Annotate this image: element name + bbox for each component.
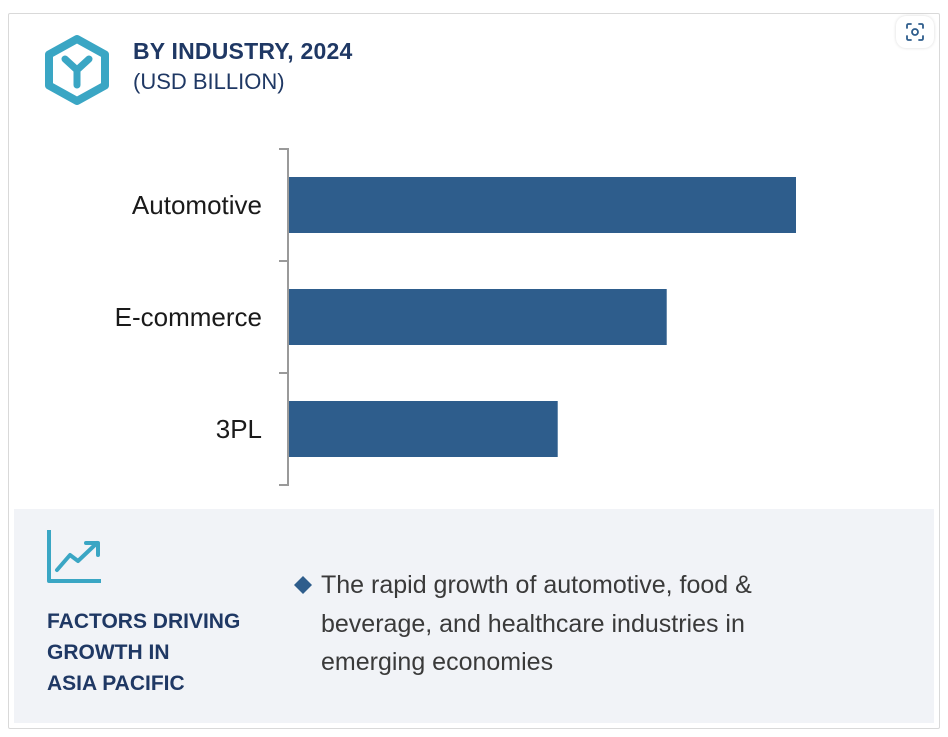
bar-3pl	[289, 401, 558, 457]
factor-item: The rapid growth of automotive, food & b…	[321, 571, 752, 676]
bar-chart: Automotive E-commerce 3PL	[115, 148, 796, 486]
line-chart-trend-icon	[47, 530, 101, 583]
factors-heading: FACTORS DRIVING GROWTH IN ASIA PACIFIC	[47, 606, 240, 699]
factors-heading-line: FACTORS DRIVING	[47, 610, 241, 633]
factors-panel	[14, 509, 934, 723]
factors-heading-line: ASIA PACIFIC	[47, 672, 185, 695]
diamond-bullet-icon	[294, 576, 312, 594]
bar-e-commerce	[289, 289, 667, 345]
chart-title: BY INDUSTRY, 2024	[133, 38, 353, 64]
y-axis-line	[279, 148, 289, 486]
hexagon-y-logo-icon	[45, 35, 109, 105]
focus-button[interactable]	[896, 16, 934, 48]
category-label: E-commerce	[115, 302, 262, 332]
focus-camera-icon	[906, 23, 924, 41]
category-label: Automotive	[132, 190, 262, 220]
category-label: 3PL	[216, 414, 262, 444]
chart-subtitle: (USD BILLION)	[133, 69, 285, 94]
bar-automotive	[289, 177, 796, 233]
factors-heading-line: GROWTH IN	[47, 641, 170, 664]
